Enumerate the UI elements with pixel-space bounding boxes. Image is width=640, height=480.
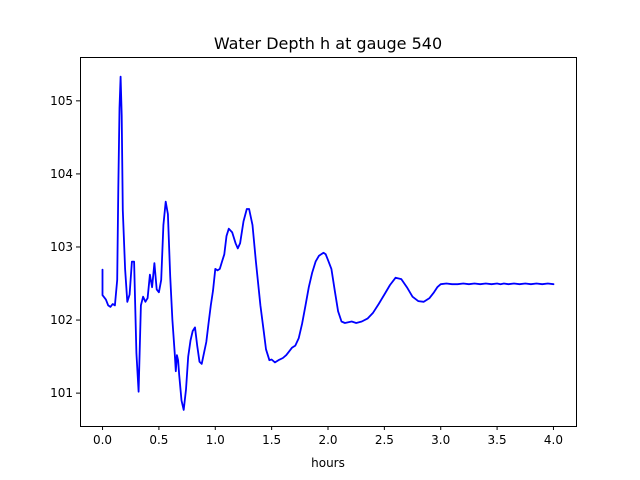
x-tick-label: 0.0 <box>93 433 112 447</box>
plot-frame <box>80 57 577 427</box>
x-tick-label: 0.5 <box>149 433 168 447</box>
x-axis: 0.0 0.5 1.0 1.5 2.0 2.5 3.0 3.5 4.0 <box>93 426 563 447</box>
y-tick-label: 101 <box>50 386 73 400</box>
x-tick-label: 2.5 <box>375 433 394 447</box>
x-tick-label: 2.0 <box>318 433 337 447</box>
x-tick-label: 3.0 <box>431 433 450 447</box>
y-axis: 101 102 103 104 105 <box>50 94 80 400</box>
series-layer <box>101 75 555 411</box>
y-tick-label: 104 <box>50 167 73 181</box>
x-axis-label: hours <box>311 456 345 470</box>
x-tick-label: 4.0 <box>544 433 563 447</box>
y-tick-label: 103 <box>50 240 73 254</box>
x-tick-label: 1.5 <box>262 433 281 447</box>
x-tick-label: 1.0 <box>206 433 225 447</box>
series-line <box>101 75 555 411</box>
y-tick-label: 105 <box>50 94 73 108</box>
chart-title: Water Depth h at gauge 540 <box>214 34 442 53</box>
x-tick-label: 3.5 <box>488 433 507 447</box>
y-tick-label: 102 <box>50 313 73 327</box>
